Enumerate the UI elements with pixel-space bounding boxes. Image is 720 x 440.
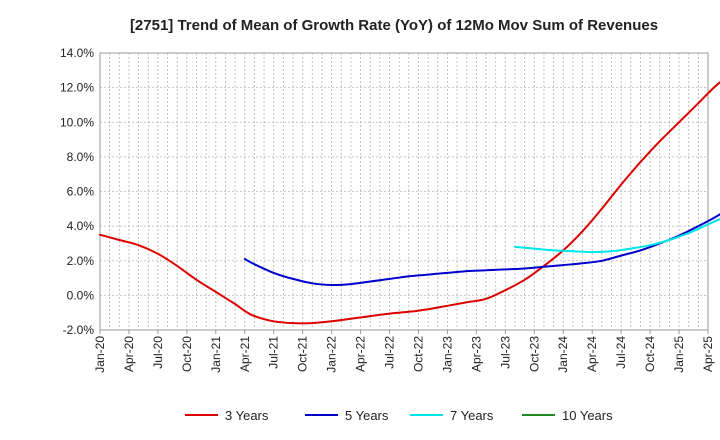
x-tick-label: Jan-25 [672, 336, 686, 373]
x-tick-label: Apr-22 [354, 336, 368, 372]
x-tick-label: Apr-24 [585, 336, 599, 372]
series-lines [99, 80, 720, 325]
series-line-7-years [514, 217, 720, 254]
y-tick-label: 10.0% [60, 115, 94, 129]
axes: -2.0% 0.0% 2.0% 4.0% 6.0% 8.0% 10.0% 12.0% 14.0%… [60, 46, 715, 373]
x-tick-label: Jul-20 [151, 336, 165, 369]
y-tick-label: 6.0% [67, 185, 95, 199]
y-tick-label: -2.0% [63, 323, 95, 337]
chart-title: [2751] Trend of Mean of Growth Rate (YoY… [130, 17, 658, 34]
x-tick-label: Oct-22 [411, 336, 425, 372]
x-tick-label: Apr-20 [122, 336, 136, 372]
legend: 3 Years 5 Years 7 Years 10 Years [185, 408, 613, 423]
x-tick-label: Oct-24 [643, 336, 657, 372]
x-tick-label: Jan-22 [325, 336, 339, 373]
y-tick-label: 12.0% [60, 81, 94, 95]
legend-label-7-years: 7 Years [450, 408, 494, 423]
series-line-3-years [99, 80, 720, 325]
legend-label-3-years: 3 Years [225, 408, 269, 423]
legend-label-10-years: 10 Years [562, 408, 613, 423]
y-tick-label: 4.0% [67, 219, 95, 233]
x-tick-label: Jan-24 [556, 336, 570, 373]
y-tick-label: 2.0% [67, 254, 95, 268]
x-tick-label: Jul-24 [614, 336, 628, 369]
x-tick-label: Oct-20 [180, 336, 194, 372]
x-tick-label: Apr-21 [238, 336, 252, 372]
x-tick-label: Apr-23 [469, 336, 483, 372]
x-tick-label: Jul-22 [383, 336, 397, 369]
x-tick-label: Jan-23 [440, 336, 454, 373]
y-tick-label: 0.0% [67, 288, 95, 302]
legend-label-5-years: 5 Years [345, 408, 389, 423]
x-tick-label: Jan-20 [93, 336, 107, 373]
x-tick-label: Jul-21 [267, 336, 281, 369]
x-tick-label: Oct-23 [527, 336, 541, 372]
x-tick-label: Jan-21 [209, 336, 223, 373]
x-tick-label: Jul-23 [498, 336, 512, 369]
x-tick-label: Apr-25 [701, 336, 715, 372]
y-tick-label: 14.0% [60, 46, 94, 60]
y-tick-label: 8.0% [67, 150, 95, 164]
x-tick-label: Oct-21 [296, 336, 310, 372]
series-line-5-years [243, 213, 720, 287]
